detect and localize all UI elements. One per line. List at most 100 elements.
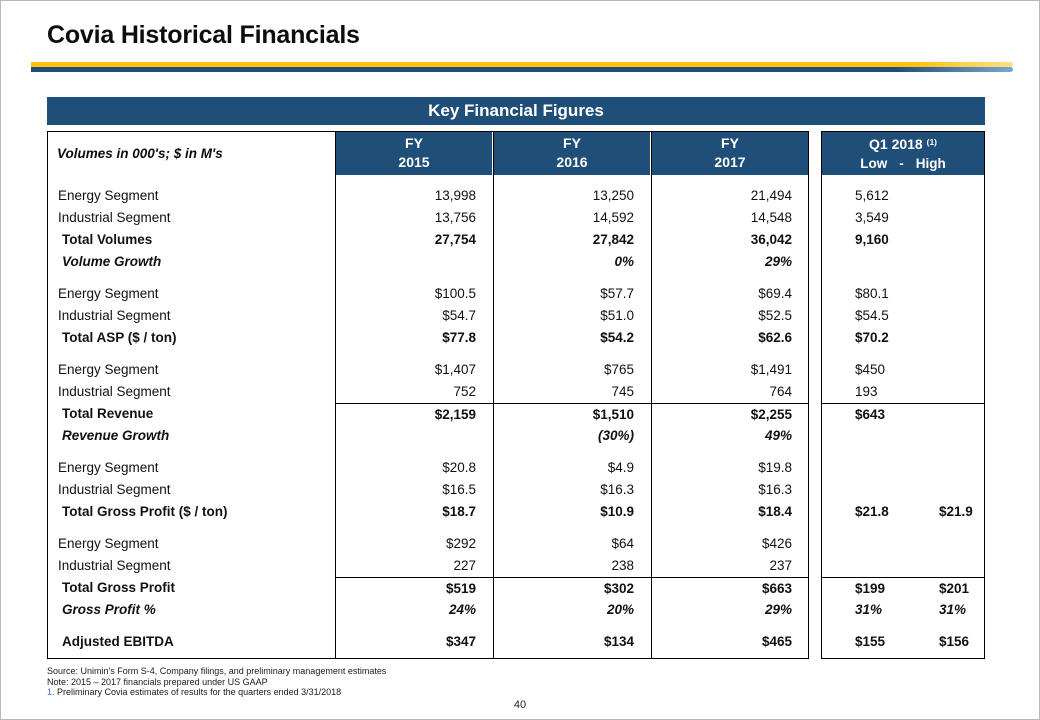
row-label: Energy Segment bbox=[58, 536, 159, 551]
q1-cell: 9,160 bbox=[821, 229, 985, 251]
q1-low-value: 5,612 bbox=[855, 188, 889, 203]
column-header-line1: FY bbox=[405, 135, 423, 151]
q1-low-value: $199 bbox=[855, 581, 886, 596]
row-label: Energy Segment bbox=[58, 362, 159, 377]
q1-low-value bbox=[855, 533, 939, 555]
q1-high-value bbox=[939, 555, 985, 577]
value-cell: 237 bbox=[769, 558, 792, 573]
row-spacer bbox=[47, 523, 985, 533]
column-gap bbox=[809, 403, 821, 425]
table-row: Industrial Segment $54.7 $51.0 $52.5 $54.5 bbox=[47, 305, 985, 327]
value-cell: $1,510 bbox=[493, 403, 651, 425]
q1-cell: 31% 31% bbox=[821, 599, 985, 621]
q1-high-value bbox=[939, 327, 985, 349]
table-row: Adjusted EBITDA $347 $134 $465 $155 $156 bbox=[47, 631, 985, 653]
row-spacer bbox=[47, 349, 985, 359]
column-header-line2: 2017 bbox=[714, 154, 746, 170]
column-gap bbox=[809, 599, 821, 621]
q1-high-value bbox=[939, 229, 985, 251]
value-cell: 27,754 bbox=[434, 232, 476, 247]
value-cell: $19.8 bbox=[758, 460, 792, 475]
value-cell: $2,159 bbox=[335, 403, 493, 425]
q1-footnote-superscript: (1) bbox=[926, 137, 937, 147]
q1-high-value bbox=[939, 207, 985, 229]
column-header-q1-2018: Q1 2018 (1) Low - High bbox=[821, 131, 985, 175]
value-cell: 745 bbox=[611, 384, 634, 399]
value-cell bbox=[335, 251, 493, 273]
table-row: Volume Growth 0% 29% bbox=[47, 251, 985, 273]
column-gap bbox=[809, 283, 821, 305]
row-label: Industrial Segment bbox=[58, 210, 171, 225]
table-row: Energy Segment 13,998 13,250 21,494 5,612 bbox=[47, 185, 985, 207]
value-cell: $16.3 bbox=[600, 482, 634, 497]
column-gap bbox=[809, 501, 821, 523]
q1-header-text: Q1 2018 bbox=[869, 136, 923, 152]
row-label: Energy Segment bbox=[58, 188, 159, 203]
value-cell: $2,255 bbox=[651, 403, 809, 425]
q1-high-label: High bbox=[915, 156, 946, 171]
value-cell: 29% bbox=[764, 602, 792, 617]
q1-high-value bbox=[939, 305, 985, 327]
q1-low-high-separator: - bbox=[899, 156, 904, 171]
value-cell: 21,494 bbox=[750, 188, 792, 203]
value-cell: 14,548 bbox=[750, 210, 792, 225]
column-gap bbox=[809, 457, 821, 479]
value-cell: $16.5 bbox=[442, 482, 476, 497]
column-gap bbox=[809, 185, 821, 207]
q1-cell: $70.2 bbox=[821, 327, 985, 349]
value-cell: $100.5 bbox=[434, 286, 476, 301]
value-cell: 752 bbox=[453, 384, 476, 399]
value-cell: $663 bbox=[651, 577, 809, 599]
q1-low-value: $54.5 bbox=[855, 308, 889, 323]
q1-low-value: $80.1 bbox=[855, 286, 889, 301]
value-cell: $18.7 bbox=[442, 504, 476, 519]
q1-cell bbox=[821, 479, 985, 501]
q1-low-value: 9,160 bbox=[855, 232, 889, 247]
q1-high-value bbox=[939, 533, 985, 555]
row-label: Industrial Segment bbox=[58, 384, 171, 399]
value-cell: 13,998 bbox=[434, 188, 476, 203]
title-divider bbox=[31, 62, 1013, 72]
value-cell: 13,756 bbox=[434, 210, 476, 225]
column-header-line2: 2015 bbox=[398, 154, 430, 170]
row-label: Industrial Segment bbox=[58, 558, 171, 573]
value-cell: 14,592 bbox=[592, 210, 634, 225]
column-header-fy2017: FY 2017 bbox=[651, 131, 809, 175]
column-gap bbox=[809, 555, 821, 577]
q1-high-value bbox=[939, 457, 985, 479]
page-number: 40 bbox=[513, 699, 527, 711]
table-row: Total Volumes 27,754 27,842 36,042 9,160 bbox=[47, 229, 985, 251]
q1-cell: $450 bbox=[821, 359, 985, 381]
row-label: Total Gross Profit bbox=[62, 580, 176, 595]
q1-low-value: 31% bbox=[855, 602, 883, 617]
value-cell: 0% bbox=[614, 254, 634, 269]
row-label: Total Volumes bbox=[62, 232, 153, 247]
q1-cell: $643 bbox=[821, 403, 985, 425]
row-label: Revenue Growth bbox=[62, 428, 170, 443]
q1-high-value: $21.9 bbox=[939, 504, 973, 519]
value-cell: 764 bbox=[769, 384, 792, 399]
financial-table: Volumes in 000's; $ in M's FY 2015 FY 20… bbox=[47, 131, 985, 659]
value-cell: $52.5 bbox=[758, 308, 792, 323]
q1-cell: 3,549 bbox=[821, 207, 985, 229]
q1-high-value: $201 bbox=[939, 581, 970, 596]
q1-low-value: $155 bbox=[855, 634, 886, 649]
row-spacer bbox=[47, 621, 985, 631]
q1-low-value bbox=[855, 479, 939, 501]
blue-divider-line bbox=[31, 67, 1013, 72]
q1-high-value: 31% bbox=[939, 602, 967, 617]
value-cell: 27,842 bbox=[592, 232, 634, 247]
column-gap bbox=[809, 251, 821, 273]
q1-high-value bbox=[939, 425, 985, 447]
column-gap bbox=[809, 327, 821, 349]
value-cell: 227 bbox=[453, 558, 476, 573]
column-gap bbox=[809, 631, 821, 653]
value-cell: 36,042 bbox=[750, 232, 792, 247]
row-label: Total ASP ($ / ton) bbox=[62, 330, 177, 345]
row-label: Energy Segment bbox=[58, 286, 159, 301]
column-header-fill: Q1 2018 (1) Low - High bbox=[821, 131, 985, 175]
column-header-fy2015: FY 2015 bbox=[335, 131, 493, 175]
q1-header-title: Q1 2018 (1) bbox=[869, 133, 937, 154]
table-row: Industrial Segment $16.5 $16.3 $16.3 bbox=[47, 479, 985, 501]
q1-cell bbox=[821, 251, 985, 273]
